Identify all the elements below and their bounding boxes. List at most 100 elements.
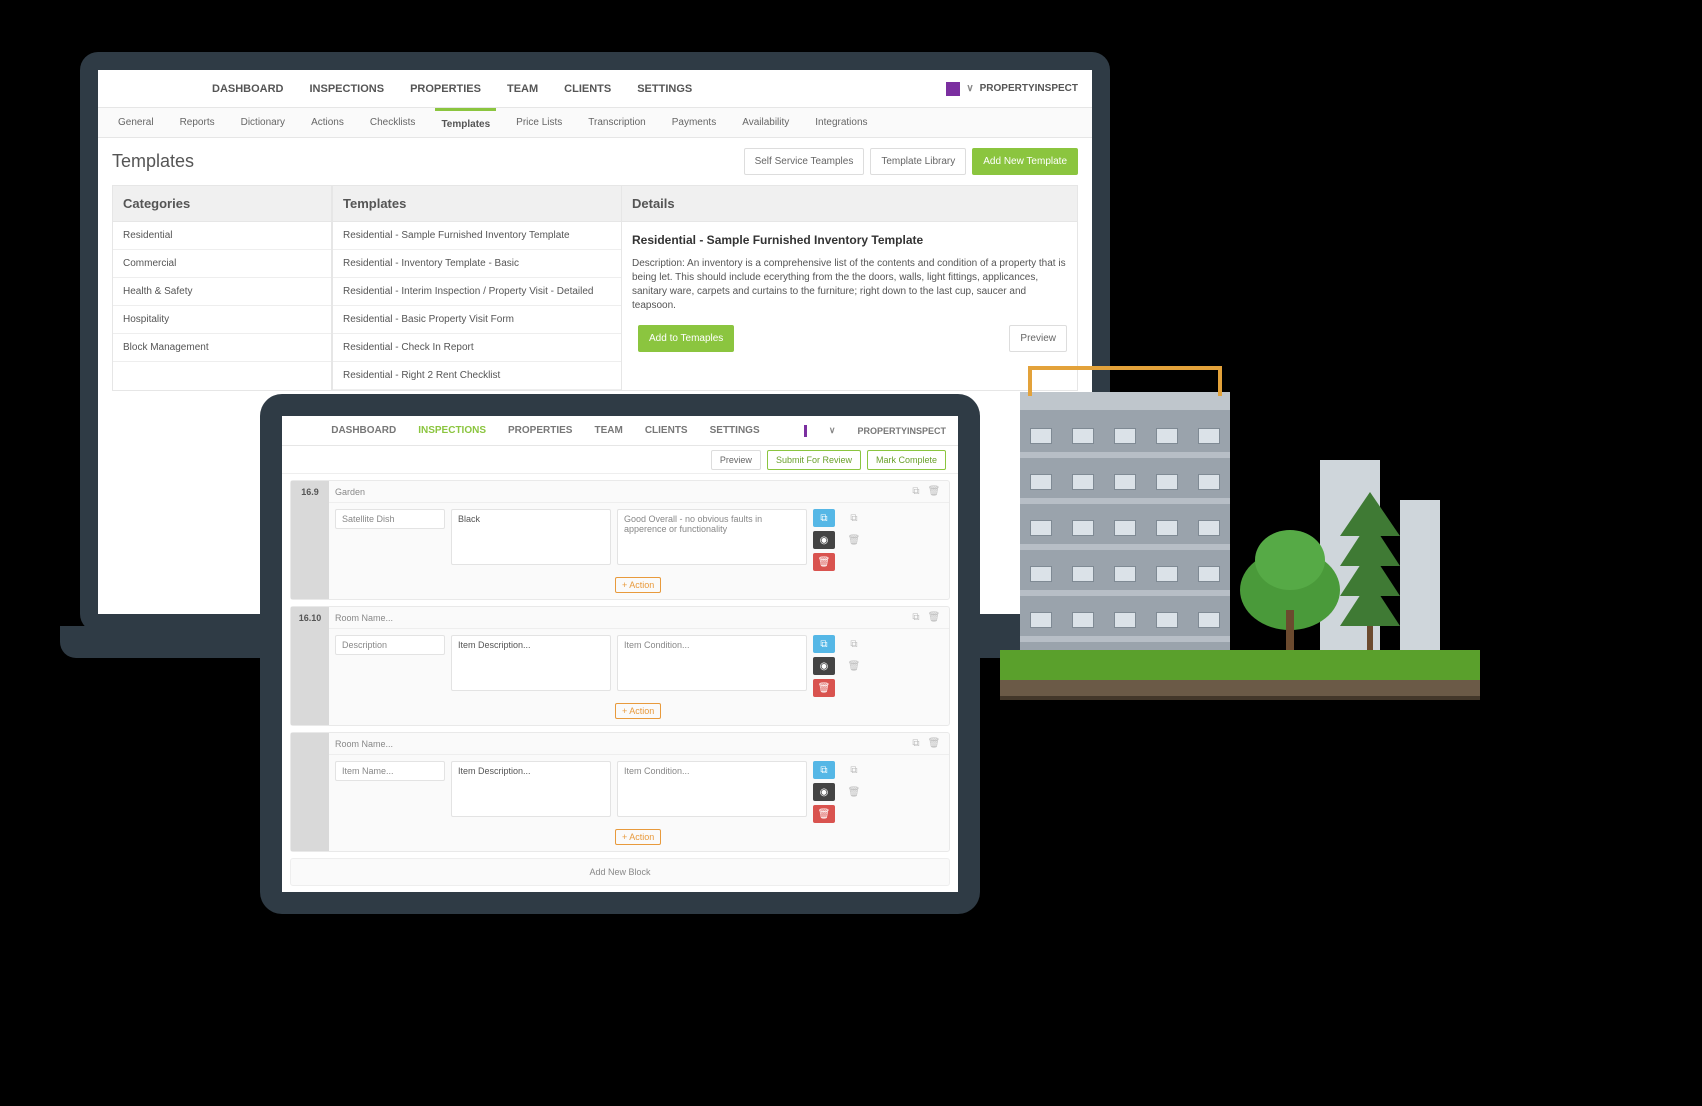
bg-building-3	[1400, 500, 1440, 650]
nav-clients[interactable]: CLIENTS	[645, 425, 688, 436]
subtab-templates[interactable]: Templates	[435, 108, 496, 137]
trash-icon[interactable]: 🗑	[925, 738, 943, 749]
tablet-screen: DASHBOARD INSPECTIONS PROPERTIES TEAM CLIENT…	[282, 416, 958, 892]
room-name-input[interactable]	[335, 487, 907, 497]
row-copy-icon[interactable]: ⧉	[843, 635, 865, 653]
trash-icon[interactable]: 🗑	[813, 553, 835, 571]
copy-icon[interactable]: ⧉	[907, 738, 925, 749]
templates-column: Templates Residential - Sample Furnished…	[332, 185, 622, 391]
item-description-field[interactable]: Item Description...	[451, 761, 611, 817]
subtab-availability[interactable]: Availability	[736, 108, 795, 137]
room-name-input[interactable]	[335, 739, 907, 749]
back-user[interactable]: ∨ PROPERTYINSPECT	[946, 82, 1078, 96]
add-to-templates-button[interactable]: Add to Temaples	[638, 325, 734, 352]
subtab-checklists[interactable]: Checklists	[364, 108, 422, 137]
nav-team[interactable]: TEAM	[594, 425, 622, 436]
copy-icon[interactable]: ⧉	[813, 509, 835, 527]
category-item[interactable]: Hospitality	[113, 306, 331, 334]
row-copy-icon[interactable]: ⧉	[843, 509, 865, 527]
chevron-down-icon: ∨	[829, 425, 836, 436]
mark-complete-button[interactable]: Mark Complete	[867, 450, 946, 470]
nav-team[interactable]: TEAM	[507, 83, 538, 95]
row-copy-icon[interactable]: ⧉	[843, 761, 865, 779]
logo-icon	[804, 425, 807, 437]
item-description-field[interactable]: Item Description...	[451, 635, 611, 691]
item-condition-field[interactable]: Item Condition...	[617, 635, 807, 691]
row-trash-icon[interactable]: 🗑	[843, 531, 865, 549]
subtab-integrations[interactable]: Integrations	[809, 108, 873, 137]
categories-column: Categories ResidentialCommercialHealth &…	[112, 185, 332, 391]
template-item[interactable]: Residential - Basic Property Visit Form	[333, 306, 621, 334]
template-library-button[interactable]: Template Library	[870, 148, 966, 175]
item-name-field[interactable]: Item Name...	[335, 761, 445, 781]
cam-icon[interactable]: ◉	[813, 531, 835, 549]
subtab-general[interactable]: General	[112, 108, 160, 137]
template-item[interactable]: Residential - Right 2 Rent Checklist	[333, 362, 621, 390]
cam-icon[interactable]: ◉	[813, 657, 835, 675]
preview-button[interactable]: Preview	[711, 450, 761, 470]
details-description: Description: An inventory is a comprehen…	[632, 257, 1067, 313]
add-action-button[interactable]: + Action	[615, 703, 661, 719]
nav-inspections[interactable]: INSPECTIONS	[418, 425, 486, 436]
details-column: Details Residential - Sample Furnished I…	[622, 185, 1078, 391]
nav-settings[interactable]: SETTINGS	[637, 83, 692, 95]
block-number	[291, 733, 329, 851]
preview-button[interactable]: Preview	[1009, 325, 1067, 352]
category-item[interactable]: Residential	[113, 222, 331, 250]
subtab-price-lists[interactable]: Price Lists	[510, 108, 568, 137]
front-user-label: PROPERTYINSPECT	[857, 426, 946, 436]
front-actionbar: Preview Submit For Review Mark Complete	[282, 446, 958, 474]
item-condition-field[interactable]: Good Overall - no obvious faults in appe…	[617, 509, 807, 565]
trash-icon[interactable]: 🗑	[925, 486, 943, 497]
nav-dashboard[interactable]: DASHBOARD	[331, 425, 396, 436]
building-roof	[1020, 392, 1230, 410]
item-name-field[interactable]: Description	[335, 635, 445, 655]
block-number: 16.10	[291, 607, 329, 725]
ground-soil	[1000, 680, 1480, 700]
subtab-payments[interactable]: Payments	[666, 108, 722, 137]
add-new-template-button[interactable]: Add New Template	[972, 148, 1078, 175]
template-item[interactable]: Residential - Inventory Template - Basic	[333, 250, 621, 278]
nav-properties[interactable]: PROPERTIES	[410, 83, 481, 95]
add-action-button[interactable]: + Action	[615, 577, 661, 593]
template-item[interactable]: Residential - Check In Report	[333, 334, 621, 362]
item-condition-field[interactable]: Item Condition...	[617, 761, 807, 817]
item-name-field[interactable]: Satellite Dish	[335, 509, 445, 529]
inspection-block: 16.10⧉🗑DescriptionItem Description...Ite…	[290, 606, 950, 726]
nav-inspections[interactable]: INSPECTIONS	[310, 83, 385, 95]
details-header: Details	[622, 186, 1077, 222]
category-item[interactable]: Health & Safety	[113, 278, 331, 306]
copy-icon[interactable]: ⧉	[813, 761, 835, 779]
category-item[interactable]: Block Management	[113, 334, 331, 362]
template-item[interactable]: Residential - Interim Inspection / Prope…	[333, 278, 621, 306]
row-trash-icon[interactable]: 🗑	[843, 657, 865, 675]
add-action-button[interactable]: + Action	[615, 829, 661, 845]
cam-icon[interactable]: ◉	[813, 783, 835, 801]
category-item[interactable]: Commercial	[113, 250, 331, 278]
chips-row: DetailedSchedule of ConditionSimplifiedQ…	[290, 886, 950, 892]
trash-icon[interactable]: 🗑	[813, 805, 835, 823]
trash-icon[interactable]: 🗑	[925, 612, 943, 623]
template-item[interactable]: Residential - Sample Furnished Inventory…	[333, 222, 621, 250]
add-new-block-button[interactable]: Add New Block	[290, 858, 950, 886]
nav-settings[interactable]: SETTINGS	[710, 425, 760, 436]
submit-for-review-button[interactable]: Submit For Review	[767, 450, 861, 470]
nav-properties[interactable]: PROPERTIES	[508, 425, 572, 436]
nav-clients[interactable]: CLIENTS	[564, 83, 611, 95]
copy-icon[interactable]: ⧉	[813, 635, 835, 653]
logo-icon	[946, 82, 960, 96]
subtab-actions[interactable]: Actions	[305, 108, 350, 137]
row-trash-icon[interactable]: 🗑	[843, 783, 865, 801]
details-title: Residential - Sample Furnished Inventory…	[632, 232, 1067, 249]
subtab-dictionary[interactable]: Dictionary	[235, 108, 291, 137]
copy-icon[interactable]: ⧉	[907, 486, 925, 497]
subtab-reports[interactable]: Reports	[174, 108, 221, 137]
categories-header: Categories	[113, 186, 331, 222]
self-service-button[interactable]: Self Service Teamples	[744, 148, 865, 175]
nav-dashboard[interactable]: DASHBOARD	[212, 83, 284, 95]
item-description-field[interactable]: Black	[451, 509, 611, 565]
trash-icon[interactable]: 🗑	[813, 679, 835, 697]
room-name-input[interactable]	[335, 613, 907, 623]
copy-icon[interactable]: ⧉	[907, 612, 925, 623]
subtab-transcription[interactable]: Transcription	[582, 108, 651, 137]
